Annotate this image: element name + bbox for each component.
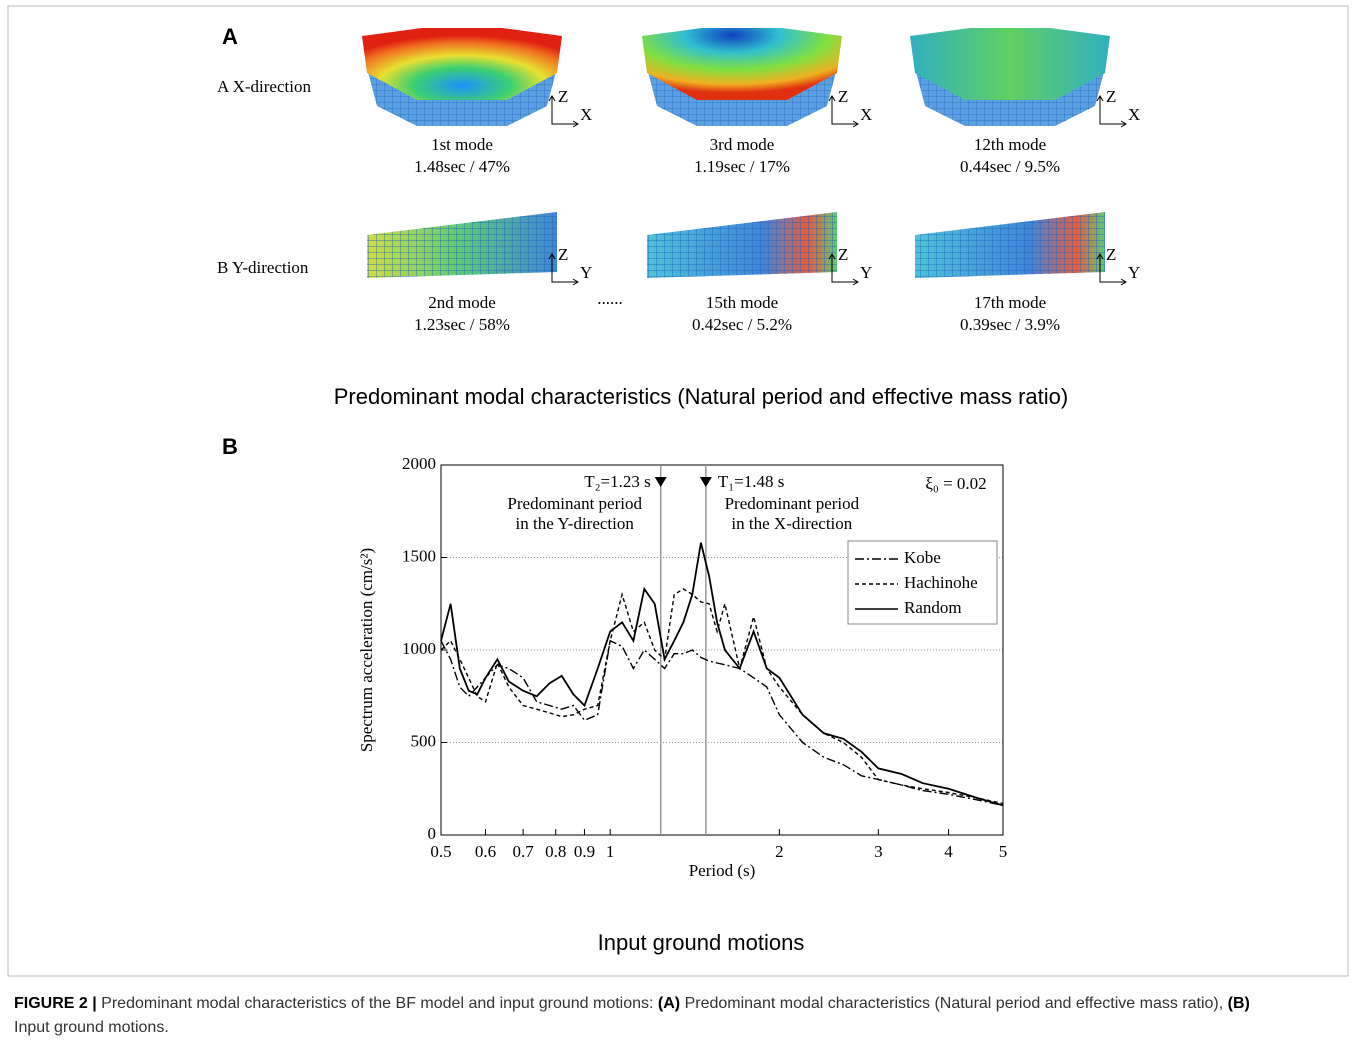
period-note: Predominant period (507, 494, 642, 513)
period-marker (699, 477, 712, 487)
period-note: in the Y-direction (516, 514, 635, 533)
axis-letter: Y (580, 263, 592, 282)
period-note: Predominant period (725, 494, 860, 513)
axis-letter: Z (558, 87, 568, 106)
axes-icon (828, 253, 859, 286)
y-tick-label: 2000 (402, 454, 436, 473)
mode-name: 12th mode (974, 135, 1046, 154)
axes-icon (548, 95, 579, 128)
caption-text: Predominant modal characteristics of the… (96, 995, 658, 1012)
axis-letter: Y (1128, 263, 1140, 282)
structure-roof (362, 28, 562, 100)
period-marker (654, 477, 667, 487)
mode-name: 17th mode (974, 293, 1046, 312)
series-line (440, 588, 1004, 805)
legend-box (847, 540, 998, 625)
panel-caption: Predominant modal characteristics (Natur… (334, 384, 1068, 409)
series-line (440, 542, 1004, 807)
legend-label: Random (904, 598, 962, 617)
structure-grid (647, 212, 837, 278)
ellipsis: ...... (597, 289, 623, 308)
series-line (440, 639, 1004, 807)
axis-letter: Z (558, 245, 568, 264)
structure-roof (642, 28, 842, 100)
chart: 0 500 1000 1500 2000 0.5 0.6 0.7 0.8 0.9 1 2 3 4 5 Peri… (357, 454, 1007, 880)
x-tick-label: 3 (874, 842, 883, 861)
axes-icon (828, 95, 859, 128)
mode-info: 1.48sec / 47% (414, 157, 510, 176)
x-tick-label: 1 (606, 842, 615, 861)
period-label: T₁=1.48 s (718, 472, 785, 491)
y-tick-label: 1000 (402, 639, 436, 658)
y-axis-label: Spectrum acceleration (cm/s²) (357, 548, 376, 752)
axis-letter: X (860, 105, 872, 124)
caption-text: FIGURE 2 | (14, 995, 97, 1012)
axis-letter: X (1128, 105, 1140, 124)
structure-roof (910, 28, 1110, 100)
mode-info: 1.19sec / 17% (694, 157, 790, 176)
legend-label: Hachinohe (904, 573, 978, 592)
mode-name: 15th mode (706, 293, 778, 312)
caption-text: (B) (1227, 995, 1250, 1012)
caption-text: Predominant modal characteristics (Natur… (680, 995, 1228, 1012)
mode-info: 0.39sec / 3.9% (960, 315, 1060, 334)
y-tick-label: 0 (428, 824, 437, 843)
caption-text: Input ground motions. (14, 995, 1255, 1036)
x-tick-label: 0.9 (574, 842, 595, 861)
axis-letter: X (580, 105, 592, 124)
damping-label: ξ₀ = 0.02 (925, 474, 986, 493)
x-tick-label: 5 (999, 842, 1008, 861)
y-tick-label: 1500 (402, 546, 436, 565)
mode-info: 1.23sec / 58% (414, 315, 510, 334)
panel-caption: Input ground motions (598, 930, 805, 955)
x-tick-label: 0.6 (475, 842, 496, 861)
axis-letter: Z (838, 87, 848, 106)
panel-label: A (222, 24, 238, 49)
panel-label: B (222, 434, 238, 459)
frame (7, 5, 1349, 977)
x-tick-label: 2 (775, 842, 784, 861)
axis-letter: Z (838, 245, 848, 264)
axes-icon (548, 253, 579, 286)
caption-text: (A) (657, 995, 681, 1012)
structure-grid (915, 212, 1105, 278)
legend-label: Kobe (904, 548, 941, 567)
x-axis-label: Period (s) (689, 861, 756, 880)
mode-name: 3rd mode (710, 135, 775, 154)
x-tick-label: 0.5 (430, 842, 451, 861)
row-label: A X-direction (217, 77, 311, 96)
period-label: T₂=1.23 s (584, 472, 651, 491)
axis-letter: Y (860, 263, 872, 282)
row-label: B Y-direction (217, 258, 309, 277)
axes-icon (1096, 253, 1127, 286)
axis-letter: Z (1106, 87, 1116, 106)
mode-name: 1st mode (431, 135, 493, 154)
y-tick-label: 500 (411, 731, 437, 750)
x-tick-label: 0.8 (545, 842, 566, 861)
structure-grid (367, 212, 557, 278)
x-tick-label: 4 (944, 842, 953, 861)
period-note: in the X-direction (731, 514, 852, 533)
x-tick-label: 0.7 (512, 842, 534, 861)
mode-info: 0.42sec / 5.2% (692, 315, 792, 334)
figure-caption: FIGURE 2 | Predominant modal characteris… (14, 992, 1289, 1040)
mode-info: 0.44sec / 9.5% (960, 157, 1060, 176)
mode-name: 2nd mode (428, 293, 496, 312)
axis-letter: Z (1106, 245, 1116, 264)
axes-icon (1096, 95, 1127, 128)
